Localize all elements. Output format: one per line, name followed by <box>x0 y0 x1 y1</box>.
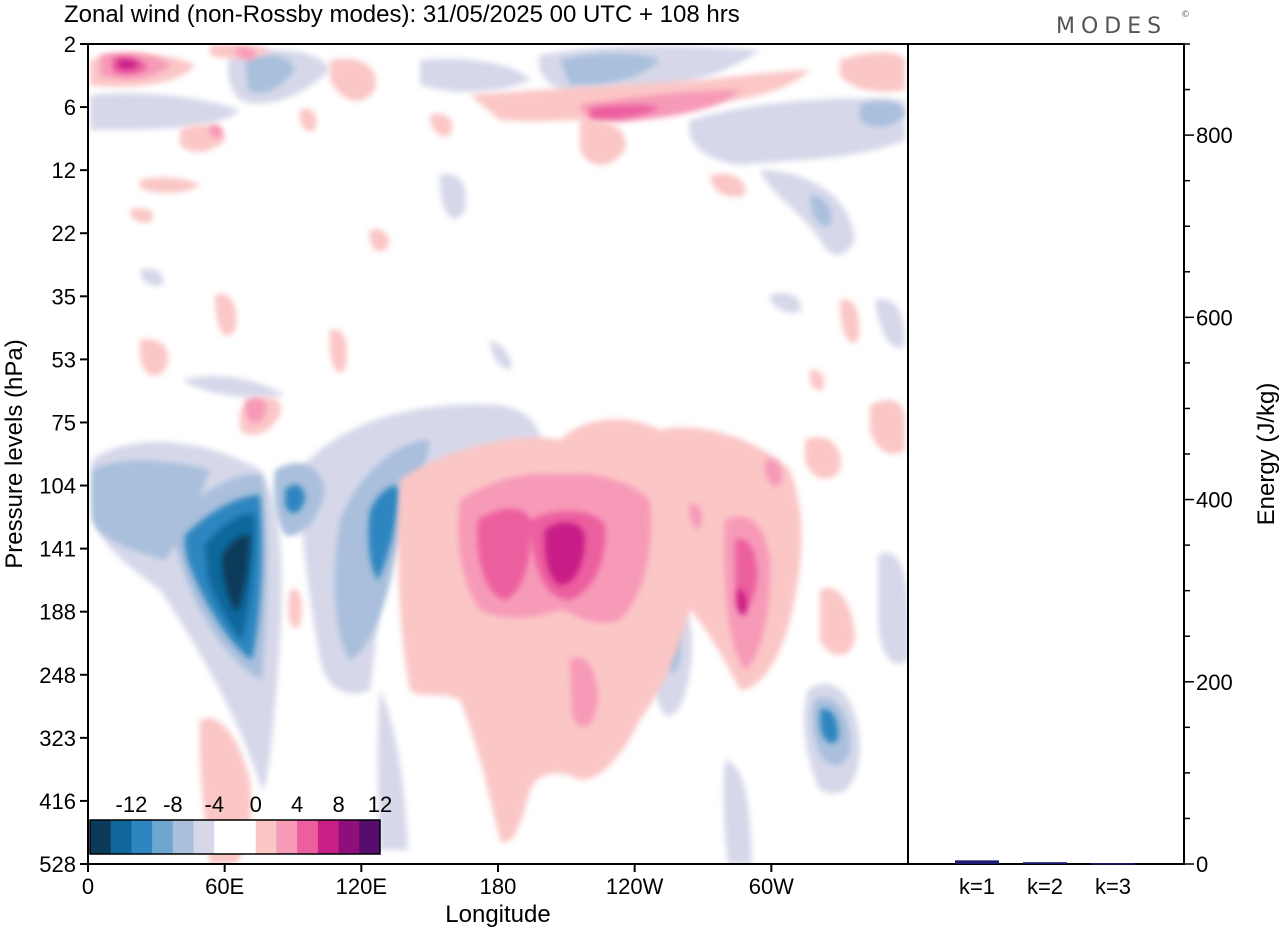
colorbar-label: 4 <box>291 792 303 817</box>
colorbar-swatch <box>214 820 236 854</box>
colorbar-swatch <box>90 820 112 854</box>
colorbar-swatch <box>297 820 319 854</box>
y-tick-label: 75 <box>52 410 76 435</box>
energy-axis: 0 200 400 600 800 <box>1184 43 1233 877</box>
y-tick-label: 6 <box>64 95 76 120</box>
x-tick-label: 60W <box>749 874 794 899</box>
negative-wind-contours <box>90 45 908 864</box>
energy-tick-label: 200 <box>1196 670 1233 695</box>
colorbar-swatch <box>131 820 153 854</box>
energy-tick-label: 600 <box>1196 305 1233 330</box>
modes-logo: MODES © <box>1056 10 1190 39</box>
y-tick-label: 188 <box>39 600 76 625</box>
logo-mark: © <box>1181 10 1190 20</box>
energy-category-label: k=2 <box>1027 874 1063 899</box>
x-tick-label: 60E <box>205 874 244 899</box>
colorbar-swatch <box>172 820 195 854</box>
y-tick-label: 141 <box>39 537 76 562</box>
logo-text: MODES <box>1056 14 1167 39</box>
x-axis: 0 60E 120E 180 120W 60W <box>82 864 794 899</box>
y-tick-label: 12 <box>52 158 76 183</box>
y-axis-title: Pressure levels (hPa) <box>1 339 28 568</box>
y-tick-label: 416 <box>39 789 76 814</box>
energy-tick-label: 800 <box>1196 123 1233 148</box>
energy-tick-label: 400 <box>1196 488 1233 513</box>
colorbar-label: -4 <box>205 792 225 817</box>
energy-category-label: k=3 <box>1095 874 1131 899</box>
energy-bars: k=1 k=2 k=3 <box>955 860 1135 899</box>
colorbar-label: -8 <box>163 792 183 817</box>
x-axis-title: Longitude <box>445 901 550 928</box>
y-tick-label: 53 <box>52 347 76 372</box>
colorbar-swatch <box>359 820 381 854</box>
x-tick-label: 180 <box>480 874 517 899</box>
colorbar-swatch <box>317 820 340 854</box>
x-tick-label: 120E <box>336 874 387 899</box>
positive-wind-very-strong <box>118 59 747 616</box>
y-tick-label: 528 <box>39 852 76 877</box>
y-tick-label: 323 <box>39 726 76 751</box>
y-tick-label: 22 <box>52 221 76 246</box>
colorbar-swatch <box>193 820 215 854</box>
colorbar-swatch <box>276 820 298 854</box>
energy-tick-label: 0 <box>1196 852 1208 877</box>
negative-wind-extreme <box>222 534 250 612</box>
y-axis: 2 6 12 22 35 53 75 104 141 188 248 323 416 528 <box>39 32 88 877</box>
energy-bar <box>1091 863 1135 865</box>
colorbar-label: 12 <box>368 792 392 817</box>
colorbar-label: 8 <box>332 792 344 817</box>
colorbar: -12 -8 -4 0 4 8 12 <box>89 792 392 855</box>
colorbar-swatch <box>255 820 277 854</box>
energy-category-label: k=1 <box>959 874 995 899</box>
colorbar-swatch <box>110 820 132 854</box>
colorbar-swatch <box>338 820 360 854</box>
y-tick-label: 248 <box>39 663 76 688</box>
y-tick-label: 2 <box>64 32 76 57</box>
chart-title: Zonal wind (non-Rossby modes): 31/05/202… <box>64 1 740 28</box>
x-tick-label: 0 <box>82 874 94 899</box>
colorbar-label: 0 <box>250 792 262 817</box>
energy-bar <box>955 860 999 864</box>
energy-panel-frame <box>907 43 1185 865</box>
x-tick-label: 120W <box>606 874 664 899</box>
heatmap-plot-area <box>88 44 908 864</box>
colorbar-label: -12 <box>116 792 148 817</box>
y-tick-label: 35 <box>52 284 76 309</box>
colorbar-frame <box>89 819 381 855</box>
energy-bar <box>1023 862 1067 864</box>
y-tick-label: 104 <box>39 474 76 499</box>
colorbar-swatch <box>235 820 257 854</box>
energy-axis-title: Energy (J/kg) <box>1253 383 1280 526</box>
colorbar-swatch <box>152 820 174 854</box>
